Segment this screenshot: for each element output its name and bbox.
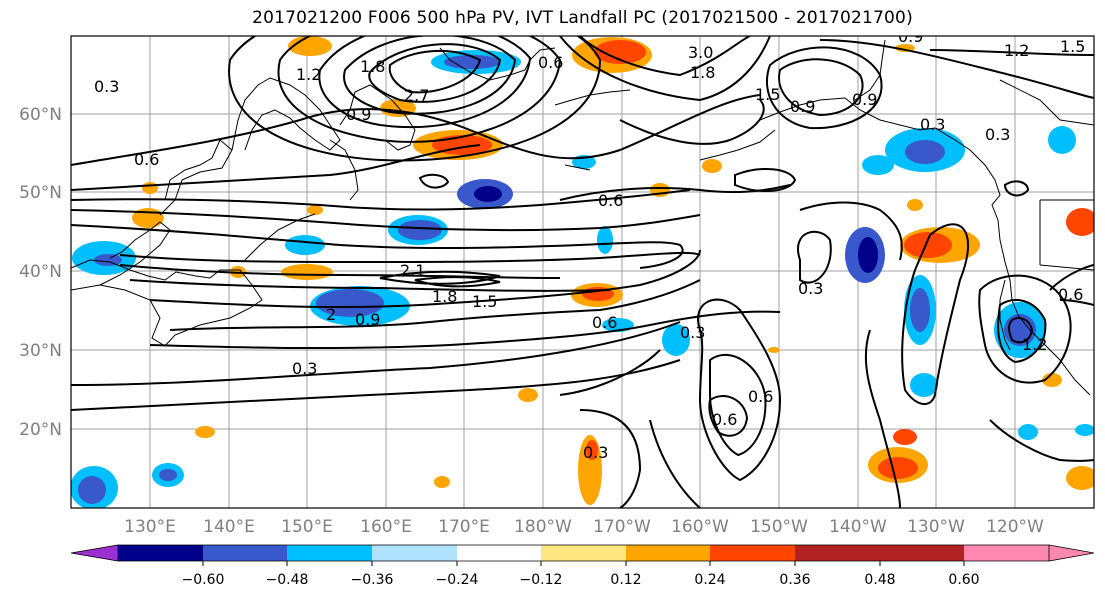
contour-label: 2.7 xyxy=(404,86,429,105)
colorbar-bin xyxy=(710,545,795,561)
colorbar-tick-label: 0.24 xyxy=(694,572,725,588)
contour-label: 0.3 xyxy=(798,279,823,298)
lat-label: 50°N xyxy=(19,183,62,203)
contour-label: 2 xyxy=(326,305,336,324)
contour-label: 0.9 xyxy=(346,105,371,124)
lon-label: 120°W xyxy=(986,517,1044,537)
colorbar-bin xyxy=(541,545,626,561)
contour-label: 0.6 xyxy=(538,53,563,72)
contour-label: 1.8 xyxy=(360,57,385,76)
contour-label: 0.6 xyxy=(748,387,773,406)
lon-label: 130°E xyxy=(124,517,176,537)
colorbar-bin xyxy=(626,545,710,561)
contour-label: 0.3 xyxy=(920,115,945,134)
lon-label: 140°E xyxy=(203,517,255,537)
contour-label: 0.6 xyxy=(592,313,617,332)
colorbar-tick-label: 0.12 xyxy=(610,572,641,588)
contour-label: 0.9 xyxy=(790,97,815,116)
lon-label: 170°W xyxy=(593,517,651,537)
contour-label: 3.0 xyxy=(688,43,713,62)
contour-label: 0.9 xyxy=(898,27,923,46)
lat-label: 30°N xyxy=(19,341,62,361)
map-title: 2017021200 F006 500 hPa PV, IVT Landfall… xyxy=(252,8,913,28)
contour-label: 2.1 xyxy=(400,261,425,280)
map-frame xyxy=(70,35,1095,509)
lon-labels: 130°E 140°E 150°E 160°E 170°E 180°W 170°… xyxy=(124,517,1044,537)
colorbar-tick-label: 0.60 xyxy=(948,572,979,588)
contour-label: 0.3 xyxy=(583,443,608,462)
colorbar-tick-label: −0.48 xyxy=(266,572,309,588)
colorbar-bin-top xyxy=(964,545,1049,561)
map-area: 0.3 1.2 1.8 0.9 0.6 2.7 3.0 1.8 1.5 0.9 … xyxy=(71,27,1094,508)
lon-label: 160°E xyxy=(360,517,412,537)
coastlines xyxy=(71,39,1094,396)
contour-label: 0.6 xyxy=(598,191,623,210)
colorbar-bin xyxy=(287,545,372,561)
contour-label: 1.5 xyxy=(472,292,497,311)
lon-label: 180°W xyxy=(514,517,572,537)
contour-label: 1.5 xyxy=(1060,37,1085,56)
contour-label: 0.9 xyxy=(852,90,877,109)
colorbar-bin xyxy=(203,545,287,561)
lon-label: 160°W xyxy=(671,517,729,537)
colorbar: −0.60 −0.48 −0.36 −0.24 −0.12 0.12 0.24 … xyxy=(70,544,1095,588)
contour-label: 0.3 xyxy=(985,125,1010,144)
lat-label: 40°N xyxy=(19,262,62,282)
colorbar-tick-label: −0.24 xyxy=(436,572,479,588)
contour-label: 1.8 xyxy=(432,287,457,306)
lon-label: 140°W xyxy=(829,517,887,537)
contour-label: 0.6 xyxy=(1058,285,1083,304)
lon-label: 150°W xyxy=(750,517,808,537)
contour-label: 0.6 xyxy=(134,150,159,169)
lon-label: 130°W xyxy=(907,517,965,537)
lat-label: 60°N xyxy=(19,105,62,125)
lon-label: 150°E xyxy=(281,517,333,537)
lat-label: 20°N xyxy=(19,420,62,440)
contour-label: 1.2 xyxy=(1004,41,1029,60)
contour-label: 1.2 xyxy=(296,65,321,84)
colorbar-bin xyxy=(795,545,880,561)
lon-label: 170°E xyxy=(438,517,490,537)
colorbar-ticks xyxy=(202,561,965,566)
contour-label: 0.3 xyxy=(680,323,705,342)
contour-labels: 0.3 1.2 1.8 0.9 0.6 2.7 3.0 1.8 1.5 0.9 … xyxy=(94,27,1085,462)
contour-label: 1.2 xyxy=(1022,335,1047,354)
colorbar-tick-label: −0.60 xyxy=(182,572,225,588)
colorbar-bin xyxy=(372,545,457,561)
contour-label: 0.9 xyxy=(355,310,380,329)
colorbar-tick-label: 0.48 xyxy=(864,572,895,588)
contour-label: 0.6 xyxy=(712,410,737,429)
colorbar-bin xyxy=(118,545,203,561)
colorbar-tick-label: −0.12 xyxy=(520,572,563,588)
lat-labels: 60°N 50°N 40°N 30°N 20°N xyxy=(19,105,62,440)
contour-label: 1.5 xyxy=(755,85,780,104)
colorbar-tick-label: 0.36 xyxy=(779,572,810,588)
contour-label: 1.8 xyxy=(690,63,715,82)
pc-shading xyxy=(71,36,1094,508)
contour-label: 0.3 xyxy=(94,77,119,96)
colorbar-bin xyxy=(457,545,541,561)
pv-contours xyxy=(71,36,1094,508)
colorbar-tick-label: −0.36 xyxy=(351,572,394,588)
colorbar-tick-labels: −0.60 −0.48 −0.36 −0.24 −0.12 0.12 0.24 … xyxy=(182,572,980,588)
colorbar-bin xyxy=(880,545,964,561)
colorbar-over-arrow xyxy=(1048,544,1095,562)
contour-label: 0.3 xyxy=(292,359,317,378)
colorbar-under-arrow xyxy=(70,544,119,562)
